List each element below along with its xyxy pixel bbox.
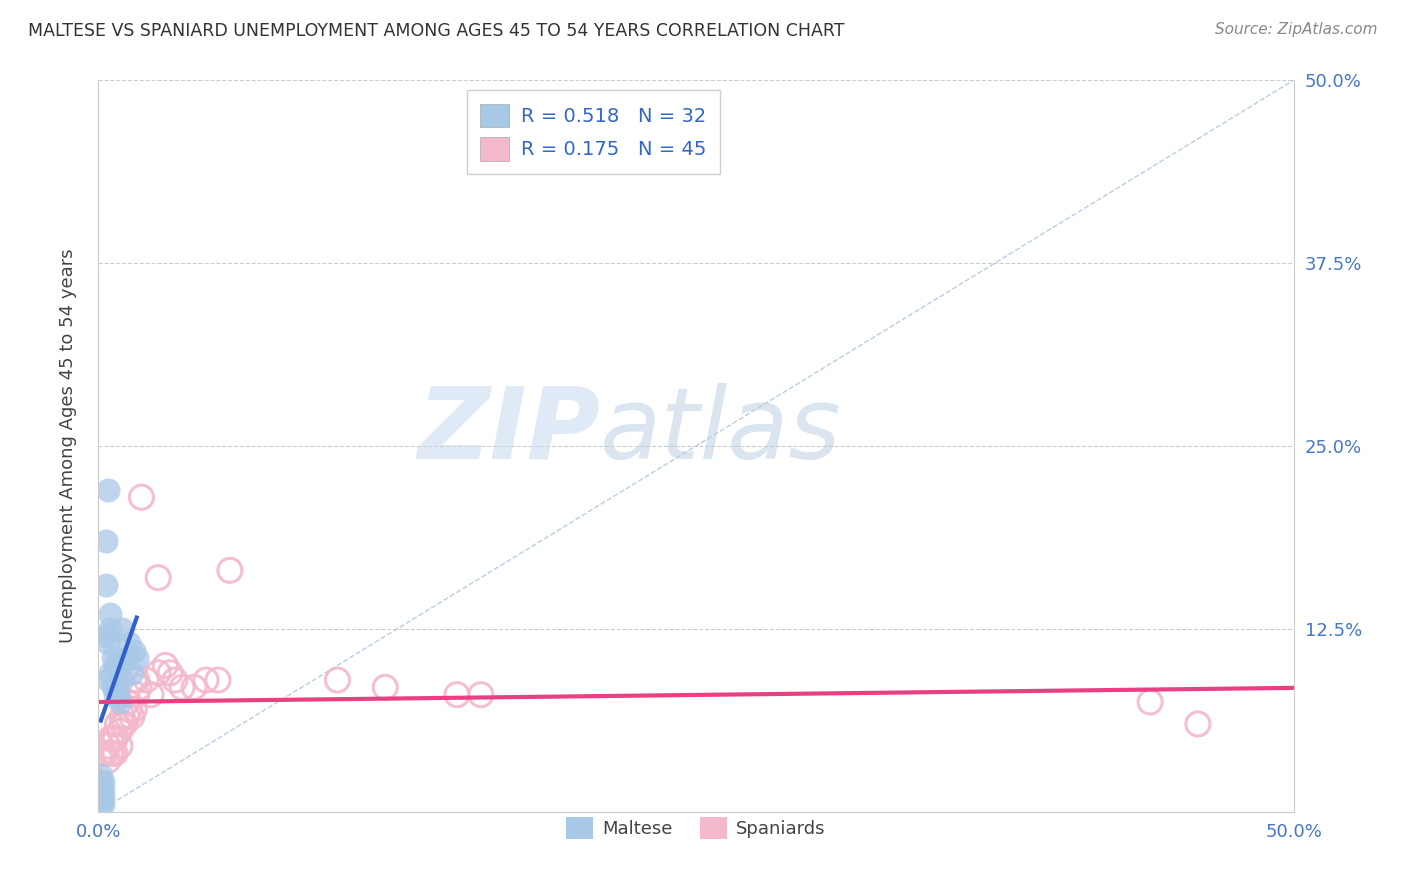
Point	[94, 534, 117, 549]
Point	[90, 797, 112, 812]
Point	[111, 717, 134, 731]
Point	[195, 673, 218, 687]
Point	[124, 702, 146, 716]
Point	[101, 651, 124, 665]
Point	[101, 681, 124, 695]
Point	[148, 571, 170, 585]
Point	[91, 797, 114, 812]
Point	[172, 681, 194, 695]
Point	[124, 673, 146, 687]
Point	[91, 775, 114, 789]
Point	[118, 702, 141, 716]
Point	[1139, 695, 1161, 709]
Point	[94, 578, 117, 592]
Point	[163, 673, 186, 687]
Point	[107, 688, 129, 702]
Point	[374, 681, 396, 695]
Point	[111, 709, 134, 723]
Point	[108, 739, 131, 753]
Point	[90, 768, 112, 782]
Text: Source: ZipAtlas.com: Source: ZipAtlas.com	[1215, 22, 1378, 37]
Point	[125, 688, 148, 702]
Point	[125, 651, 148, 665]
Point	[121, 665, 143, 680]
Point	[97, 673, 120, 687]
Point	[104, 658, 127, 673]
Text: MALTESE VS SPANIARD UNEMPLOYMENT AMONG AGES 45 TO 54 YEARS CORRELATION CHART: MALTESE VS SPANIARD UNEMPLOYMENT AMONG A…	[28, 22, 845, 40]
Point	[108, 724, 131, 739]
Point	[104, 746, 127, 760]
Point	[125, 673, 148, 687]
Point	[107, 658, 129, 673]
Point	[128, 681, 150, 695]
Point	[207, 673, 229, 687]
Point	[97, 754, 120, 768]
Point	[97, 739, 120, 753]
Point	[98, 746, 122, 760]
Point	[115, 709, 138, 723]
Point	[446, 688, 468, 702]
Point	[118, 636, 141, 650]
Point	[97, 483, 120, 497]
Point	[94, 746, 117, 760]
Point	[91, 746, 114, 760]
Point	[91, 790, 114, 805]
Point	[94, 629, 117, 643]
Legend: Maltese, Spaniards: Maltese, Spaniards	[560, 810, 832, 847]
Point	[101, 746, 124, 760]
Point	[98, 622, 122, 636]
Point	[97, 636, 120, 650]
Point	[148, 665, 170, 680]
Point	[90, 775, 112, 789]
Text: ZIP: ZIP	[418, 383, 600, 480]
Point	[219, 563, 242, 577]
Point	[98, 665, 122, 680]
Point	[90, 746, 112, 760]
Point	[98, 607, 122, 622]
Point	[90, 790, 112, 805]
Point	[101, 731, 124, 746]
Point	[124, 644, 146, 658]
Point	[135, 673, 157, 687]
Point	[155, 658, 177, 673]
Point	[111, 673, 134, 687]
Point	[115, 651, 138, 665]
Point	[108, 695, 131, 709]
Point	[98, 731, 122, 746]
Point	[121, 709, 143, 723]
Point	[1187, 717, 1209, 731]
Point	[139, 688, 162, 702]
Point	[183, 681, 205, 695]
Point	[326, 673, 349, 687]
Point	[91, 782, 114, 797]
Point	[115, 695, 138, 709]
Point	[90, 782, 112, 797]
Text: atlas: atlas	[600, 383, 842, 480]
Point	[104, 688, 127, 702]
Point	[131, 490, 153, 504]
Point	[104, 731, 127, 746]
Y-axis label: Unemployment Among Ages 45 to 54 years: Unemployment Among Ages 45 to 54 years	[59, 249, 77, 643]
Point	[470, 688, 492, 702]
Point	[114, 717, 136, 731]
Point	[159, 665, 181, 680]
Point	[107, 717, 129, 731]
Point	[111, 622, 134, 636]
